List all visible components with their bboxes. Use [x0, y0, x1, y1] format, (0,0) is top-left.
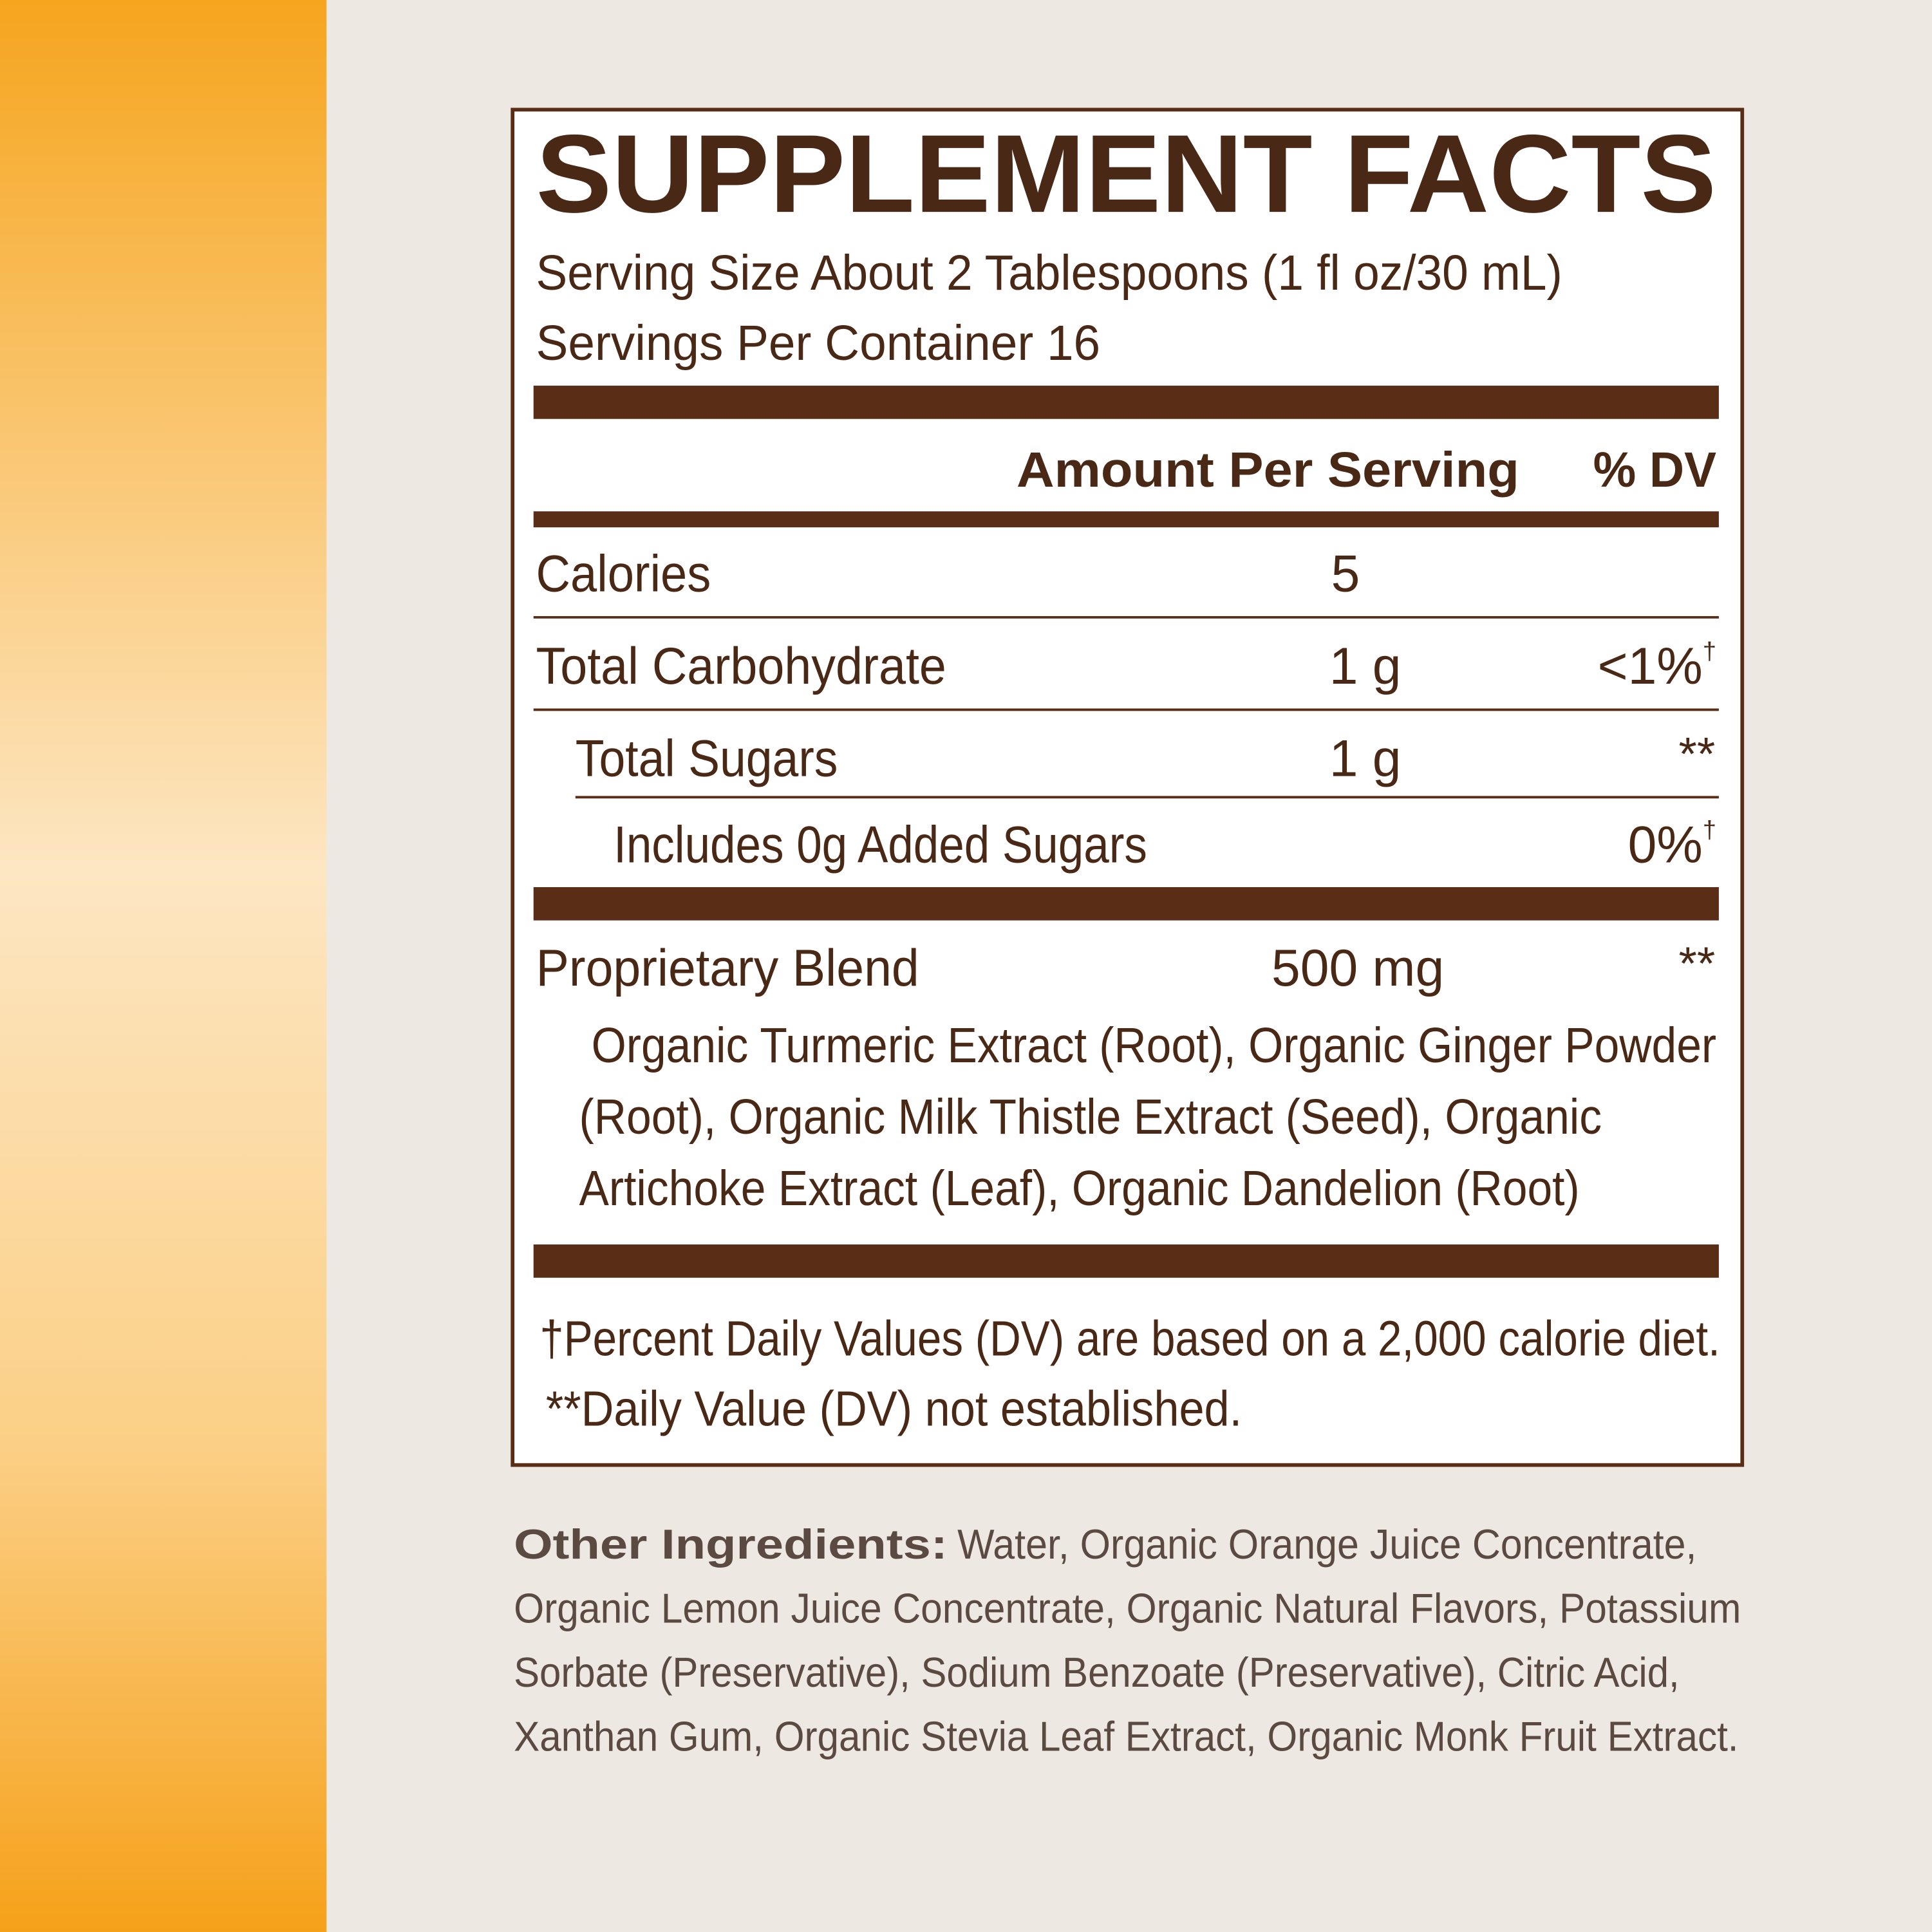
row-amount: 5: [1331, 545, 1360, 603]
row-dv: **: [1679, 938, 1716, 990]
column-header: Amount Per Serving: [1017, 443, 1519, 498]
dv-mark: †: [1703, 637, 1716, 665]
serving-size: Serving Size About 2 Tablespoons (1 fl o…: [536, 246, 1562, 301]
footnote: †Percent Daily Values (DV) are based on …: [539, 1311, 1720, 1366]
column-header: % DV: [1593, 443, 1716, 498]
other-ingredients: Xanthan Gum, Organic Stevia Leaf Extract…: [514, 1713, 1738, 1760]
blend-ingredients: Artichoke Extract (Leaf), Organic Dandel…: [579, 1161, 1580, 1216]
orange-strip: [0, 0, 327, 1932]
row-amount: 1 g: [1329, 637, 1402, 695]
row-name: Total Sugars: [576, 730, 838, 788]
row-dv: <1%†: [1598, 637, 1716, 695]
row-amount: 500 mg: [1271, 939, 1444, 997]
row-name: Total Carbohydrate: [536, 637, 946, 695]
footnote: **Daily Value (DV) not established.: [546, 1382, 1242, 1436]
row-name: Includes 0g Added Sugars: [614, 816, 1147, 874]
title: SUPPLEMENT FACTS: [536, 111, 1717, 236]
blend-ingredients: Organic Turmeric Extract (Root), Organic…: [592, 1018, 1716, 1073]
other-ingredients: Organic Lemon Juice Concentrate, Organic…: [514, 1585, 1741, 1632]
blend-ingredients: (Root), Organic Milk Thistle Extract (Se…: [579, 1090, 1602, 1145]
thick-rule: [533, 887, 1719, 921]
dv-mark: †: [1703, 816, 1716, 843]
row-name: Proprietary Blend: [536, 939, 919, 997]
dv-value: 0%: [1628, 816, 1703, 874]
thick-rule: [533, 1244, 1719, 1278]
other-ingredients: Water, Organic Orange Juice Concentrate,: [957, 1521, 1696, 1568]
medium-rule: [533, 511, 1719, 528]
other-ingredients: Sorbate (Preservative), Sodium Benzoate …: [514, 1649, 1680, 1696]
row-dv: **: [1679, 728, 1716, 780]
row-name: Calories: [536, 545, 711, 603]
facts-box: [511, 108, 1745, 1467]
thick-rule: [533, 386, 1719, 419]
other-ingredients-label: Other Ingredients:: [514, 1521, 948, 1568]
dv-value: <1%: [1598, 637, 1703, 695]
servings-per-container: Servings Per Container 16: [536, 316, 1101, 371]
row-amount: 1 g: [1329, 730, 1402, 788]
row-dv: 0%†: [1628, 816, 1716, 874]
